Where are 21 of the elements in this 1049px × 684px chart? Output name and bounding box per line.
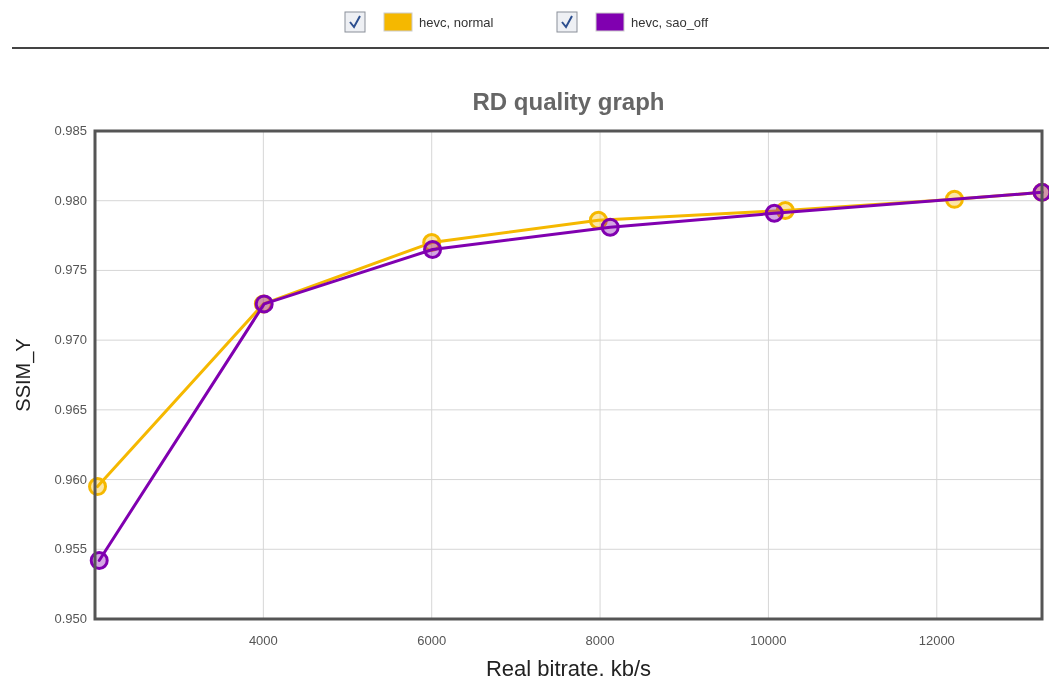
y-tick-label: 0.980 (54, 192, 87, 208)
x-tick-label: 10000 (750, 633, 787, 648)
chart-title: RD quality graph (472, 88, 665, 115)
y-tick-label: 0.965 (54, 401, 87, 417)
y-tick-label: 0.975 (54, 262, 87, 278)
y-tick-label: 0.950 (54, 611, 87, 626)
point (423, 240, 443, 260)
x-tick-label: 6000 (417, 633, 447, 648)
x-tick-label: 4000 (248, 633, 278, 648)
x-tick-label: 8000 (585, 633, 615, 648)
y-tick-label: 0.985 (54, 123, 87, 138)
y-axis-title: SSIM_Y (12, 338, 35, 412)
x-tick-label: 12000 (918, 633, 955, 648)
y-tick-label: 0.970 (54, 332, 87, 348)
point (600, 217, 620, 237)
y-tick-label: 0.960 (54, 471, 87, 487)
point (764, 203, 784, 223)
legend-label: hevc, sao_off (631, 15, 709, 30)
legend-label: hevc, normal (419, 15, 494, 30)
x-axis-title: Real bitrate. kb/s (485, 656, 652, 681)
y-tick-label: 0.955 (54, 541, 87, 557)
